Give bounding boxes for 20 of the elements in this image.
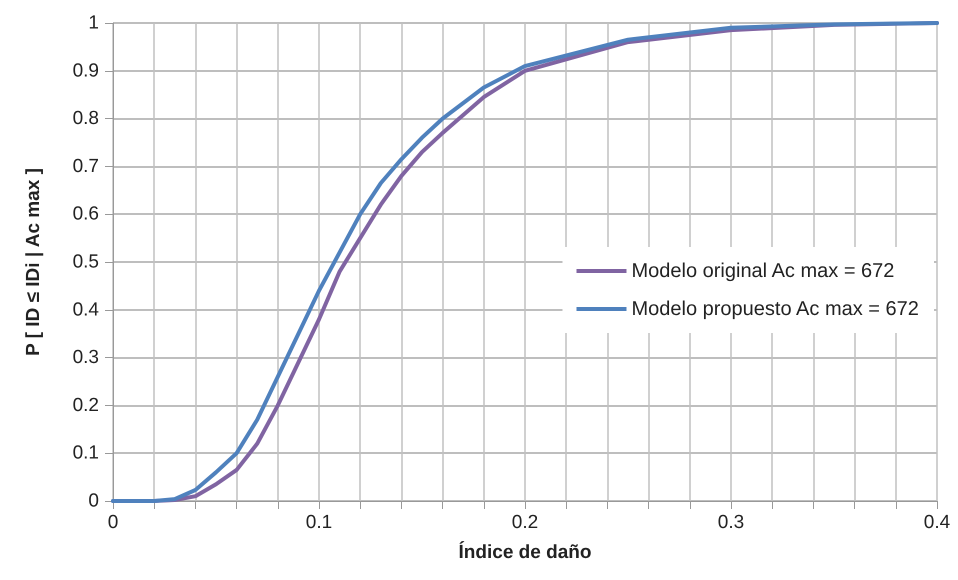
y-axis-title: P [ ID ≤ IDi | Ac max ] — [23, 168, 44, 356]
y-tick-label: 0 — [88, 490, 99, 512]
legend-label: Modelo propuesto Ac max = 672 — [631, 298, 919, 320]
y-tick-label: 0.1 — [72, 442, 99, 464]
y-tick-label: 0.7 — [72, 156, 99, 177]
x-tick-label: 0.1 — [306, 512, 332, 533]
x-axis-title: Índice de daño — [458, 541, 592, 563]
y-tick-label: 0.5 — [72, 252, 99, 272]
x-tick-label: 0.4 — [924, 512, 951, 533]
y-tick-label: 0.6 — [72, 204, 99, 225]
y-tick-label: 0.8 — [72, 108, 99, 130]
x-tick-label: 0 — [108, 512, 118, 533]
x-tick-label: 0.2 — [512, 512, 538, 533]
x-tick-label: 0.3 — [718, 512, 744, 533]
y-tick-label: 0.3 — [72, 347, 99, 368]
y-tick-label: 1 — [88, 12, 99, 34]
y-tick-label: 0.2 — [72, 394, 99, 416]
legend-label: Modelo original Ac max = 672 — [631, 260, 894, 282]
y-tick-label: 0.9 — [72, 60, 99, 82]
y-tick-label: 0.4 — [72, 299, 100, 320]
